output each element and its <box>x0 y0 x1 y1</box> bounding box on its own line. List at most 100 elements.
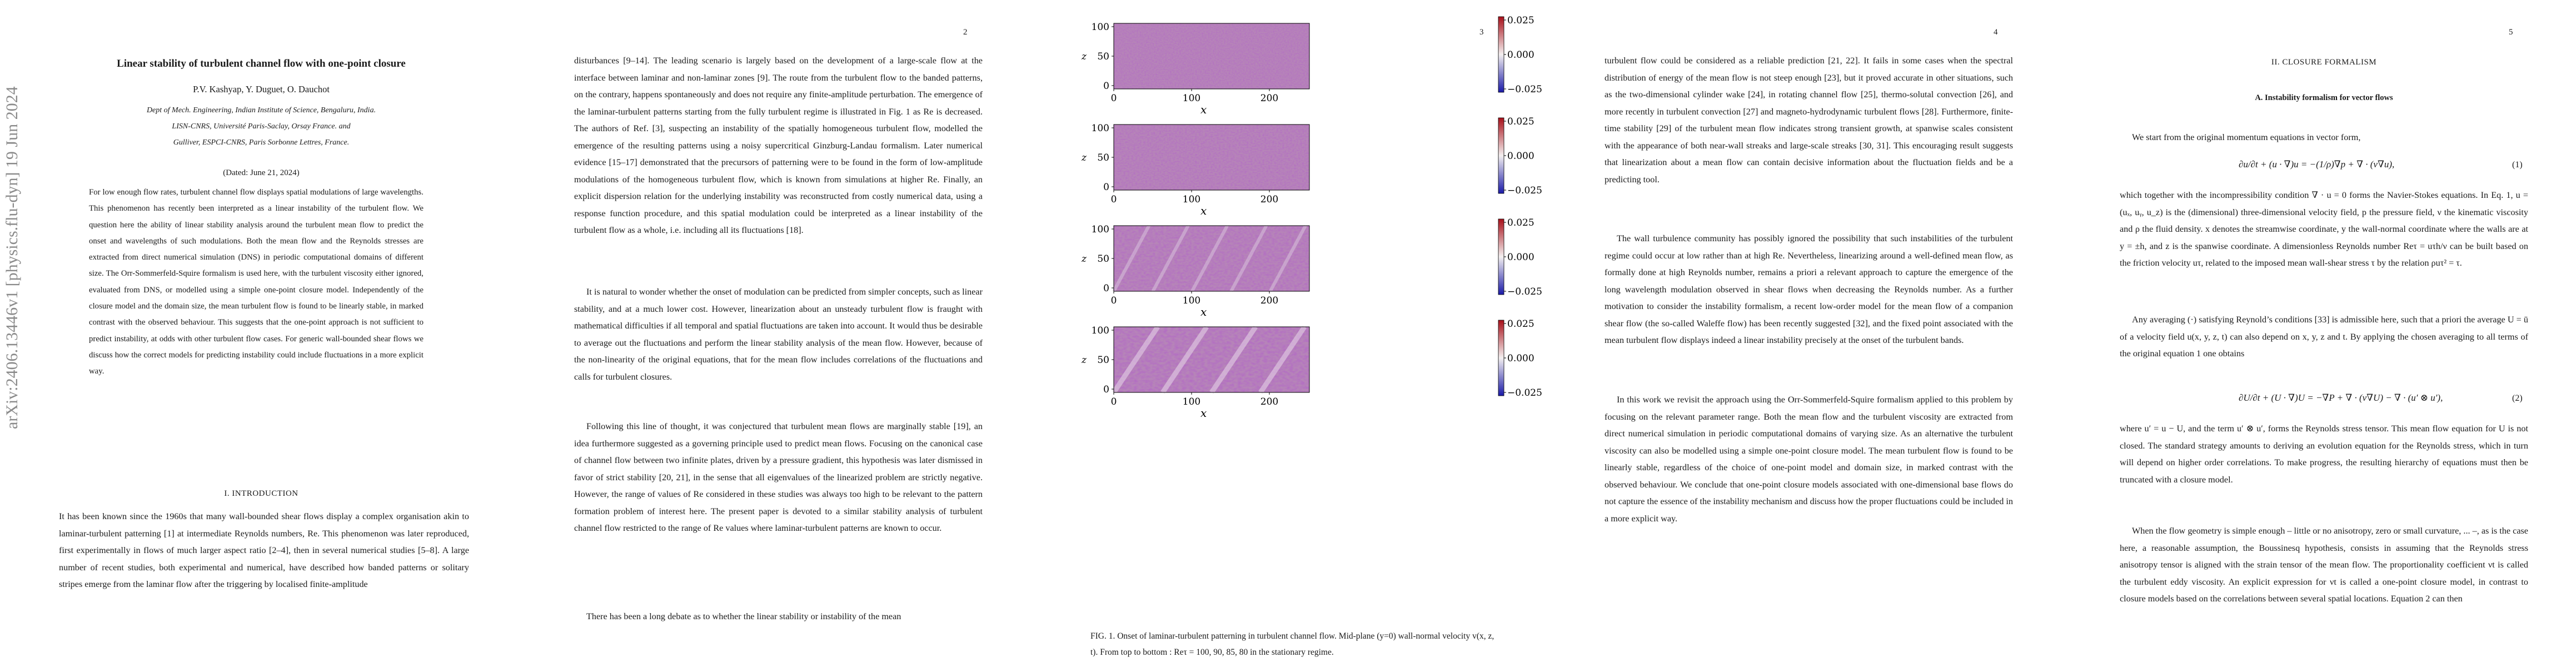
page-5: 5 II. CLOSURE FORMALISM A. Instability f… <box>2061 0 2576 667</box>
x-tick-label: 0 <box>1111 93 1117 104</box>
body-paragraph: We start from the original momentum equa… <box>2132 132 2361 142</box>
colorbar-tick-label: −0.025 <box>1507 84 1542 95</box>
subsection-heading: A. Instability formalism for vector flow… <box>2255 93 2393 102</box>
colormap-texture <box>1114 327 1309 392</box>
colormap-texture <box>1114 23 1309 89</box>
body-paragraph: disturbances [9–14]. The leading scenari… <box>574 56 983 235</box>
affiliation-block: Dept of Mech. Engineering, Indian Instit… <box>67 102 456 151</box>
page-3: 3 100 50 0 z 0 100 <box>1030 0 1546 667</box>
body-paragraph: In this work we revisit the approach usi… <box>1605 395 2013 524</box>
equation-2: ∂U/∂t + (U · ∇)U = −∇P + ∇ · (ν∇U) − ∇ ·… <box>2239 392 2443 403</box>
x-axis-label: x <box>1200 305 1207 318</box>
colorbar-tick-label: 0.025 <box>1507 318 1534 330</box>
y-tick-label: 50 <box>1097 51 1109 62</box>
figure-panel-Re-90: 100 50 0 z 0 100 200 x 0.025 0.000 −0.025 <box>1081 116 1542 217</box>
colorbar <box>1498 117 1504 194</box>
introduction-paragraph: It has been known since the 1960s that m… <box>59 511 469 589</box>
x-tick-label: 0 <box>1111 194 1117 205</box>
page-number: 2 <box>963 28 968 37</box>
y-tick-label: 0 <box>1103 81 1109 92</box>
laminar-band <box>1151 225 1190 292</box>
x-tick-label: 0 <box>1111 295 1117 306</box>
y-tick-label: 100 <box>1092 224 1109 235</box>
body-paragraph: turbulent flow could be considered as a … <box>1605 56 2013 185</box>
equation-1: ∂u/∂t + (u · ∇)u = −(1/ρ)∇p + ∇ · (ν∇u), <box>2239 159 2395 170</box>
laminar-band <box>1229 225 1268 292</box>
section-heading-closure: II. CLOSURE FORMALISM <box>2271 58 2377 67</box>
body-paragraph: When the flow geometry is simple enough … <box>2120 526 2528 604</box>
arxiv-stamp: arXiv:2406.13446v1 [physics.flu-dyn] 19 … <box>3 86 21 429</box>
section-heading-introduction: I. INTRODUCTION <box>224 489 298 498</box>
page-1: arXiv:2406.13446v1 [physics.flu-dyn] 19 … <box>0 0 515 667</box>
colorbar-tick-label: 0.025 <box>1507 116 1534 127</box>
colorbar-tick-label: 0.000 <box>1507 252 1534 263</box>
colorbar-tick-label: 0.000 <box>1507 353 1534 364</box>
y-tick-label: 0 <box>1103 384 1109 395</box>
colorbar-tick-label: 0.000 <box>1507 49 1534 61</box>
figure-caption: FIG. 1. Onset of laminar-turbulent patte… <box>1090 631 1494 657</box>
dated-line: (Dated: June 21, 2024) <box>223 168 300 177</box>
author-list: P.V. Kashyap, Y. Duguet, O. Dauchot <box>193 84 330 94</box>
x-tick-label: 100 <box>1183 194 1200 205</box>
body-paragraph: Any averaging (·) satisfying Reynold’s c… <box>2120 315 2528 359</box>
x-axis-label: x <box>1200 204 1207 217</box>
figure-panel-Re-100: 100 50 0 z 0 100 200 x 0.025 0.000 −0.025 <box>1081 15 1542 116</box>
y-tick-label: 50 <box>1097 355 1109 366</box>
laminar-band <box>1268 225 1307 292</box>
y-tick-label: 0 <box>1103 182 1109 193</box>
affiliation-line: Dept of Mech. Engineering, Indian Instit… <box>146 106 376 115</box>
body-paragraph: There has been a long debate as to wheth… <box>586 611 901 621</box>
x-tick-label: 100 <box>1183 93 1200 104</box>
laminar-band <box>1258 325 1307 394</box>
x-axis-label: x <box>1200 103 1207 116</box>
laminar-band <box>1160 325 1209 394</box>
laminar-band <box>1190 225 1229 292</box>
y-tick-label: 0 <box>1103 283 1109 294</box>
page-number: 4 <box>1994 28 1998 37</box>
body-paragraph: where u′ = u − U, and the term u′ ⊗ u′, … <box>2120 424 2528 485</box>
colorbar <box>1498 218 1504 295</box>
body-paragraph: Following this line of thought, it was c… <box>574 421 983 533</box>
page-4: 4 turbulent flow could be considered as … <box>1546 0 2061 667</box>
x-tick-label: 200 <box>1260 295 1278 306</box>
laminar-band <box>1209 325 1258 394</box>
affiliation-line: Gulliver, ESPCI-CNRS, Paris Sorbonne Let… <box>173 138 350 147</box>
x-axis-label: x <box>1200 406 1207 420</box>
affiliation-line: LISN-CNRS, Université Paris-Saclay, Orsa… <box>172 122 351 131</box>
colorbar-tick-label: 0.025 <box>1507 217 1534 228</box>
colorbar-tick-label: −0.025 <box>1507 286 1542 297</box>
body-paragraph: The wall turbulence community has possib… <box>1605 233 2013 345</box>
equation-number: (1) <box>2512 160 2523 170</box>
figure-panel-Re-85: 100 50 0 z 0 100 200 x 0.025 0.000 −0.025 <box>1081 217 1542 318</box>
equation-number: (2) <box>2512 394 2523 403</box>
x-tick-label: 100 <box>1183 396 1200 407</box>
colorbar-tick-label: −0.025 <box>1507 185 1542 196</box>
page-2: 2 disturbances [9–14]. The leading scena… <box>515 0 1030 667</box>
body-paragraph: It is natural to wonder whether the onse… <box>574 287 983 382</box>
y-axis-label: z <box>1081 355 1087 366</box>
abstract: For low enough flow rates, turbulent cha… <box>89 188 423 376</box>
colorbar-tick-label: 0.000 <box>1507 151 1534 162</box>
y-tick-label: 100 <box>1092 325 1109 336</box>
y-axis-label: z <box>1081 152 1087 163</box>
x-tick-label: 200 <box>1260 194 1278 205</box>
y-axis-label: z <box>1081 253 1087 265</box>
paper-title: Linear stability of turbulent channel fl… <box>117 58 406 69</box>
y-tick-label: 100 <box>1092 22 1109 33</box>
colorbar-tick-label: −0.025 <box>1507 387 1542 399</box>
body-paragraph: which together with the incompressibilit… <box>2120 190 2528 268</box>
figure-panel-Re-80: 100 50 0 z 0 100 200 x 0.025 0.000 −0.025 <box>1081 318 1542 420</box>
page-number: 3 <box>1479 28 1484 37</box>
y-axis-label: z <box>1081 51 1087 62</box>
colormap-texture <box>1114 125 1309 190</box>
colorbar <box>1498 16 1504 93</box>
colorbar <box>1498 320 1504 396</box>
y-tick-label: 100 <box>1092 123 1109 134</box>
laminar-band <box>1112 325 1160 394</box>
x-tick-label: 0 <box>1111 396 1117 407</box>
laminar-band <box>1112 225 1151 292</box>
x-tick-label: 200 <box>1260 93 1278 104</box>
colorbar-tick-label: 0.025 <box>1507 15 1534 26</box>
page-number: 5 <box>2509 28 2513 37</box>
